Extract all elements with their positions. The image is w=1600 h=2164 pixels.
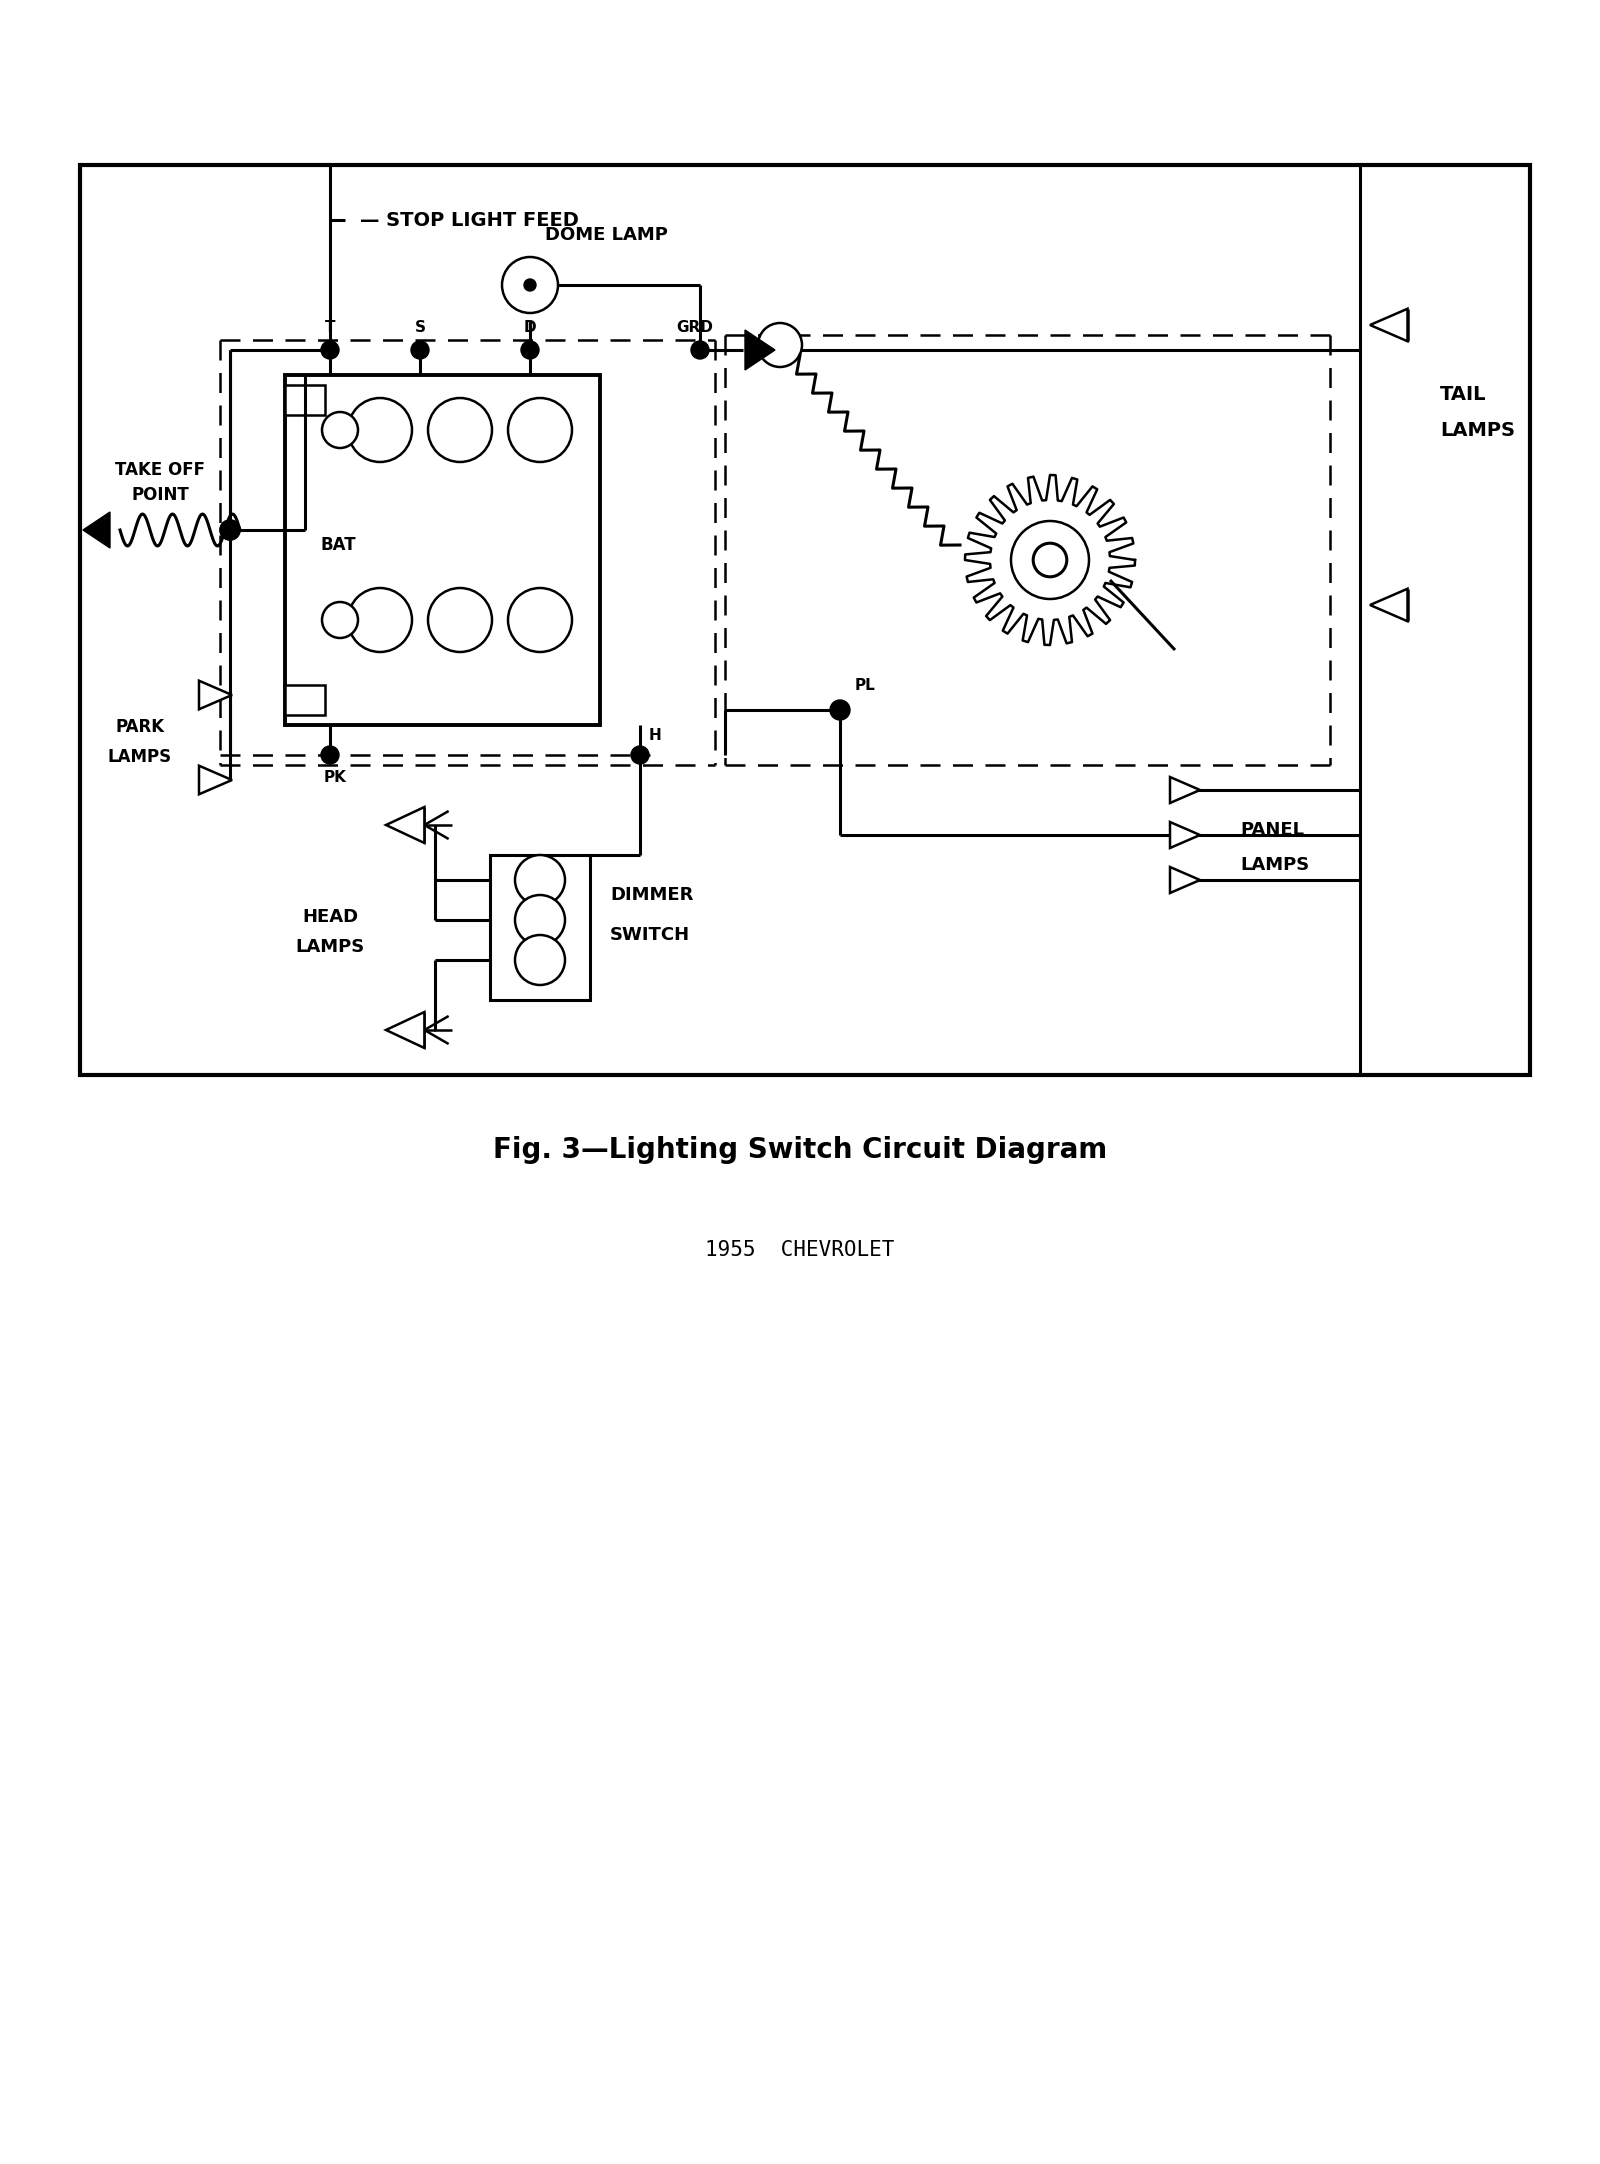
Polygon shape — [198, 766, 232, 794]
Text: H: H — [648, 727, 661, 742]
Text: — STOP LIGHT FEED: — STOP LIGHT FEED — [360, 210, 579, 229]
Circle shape — [758, 322, 802, 368]
Bar — [285, 385, 325, 415]
Polygon shape — [1170, 777, 1200, 803]
Text: Fig. 3—Lighting Switch Circuit Diagram: Fig. 3—Lighting Switch Circuit Diagram — [493, 1136, 1107, 1164]
Circle shape — [515, 935, 565, 985]
Text: LAMPS: LAMPS — [1440, 420, 1515, 439]
Circle shape — [630, 747, 650, 764]
Circle shape — [525, 279, 536, 290]
Text: TAIL: TAIL — [1440, 385, 1486, 405]
Text: PL: PL — [854, 677, 875, 692]
Text: LAMPS: LAMPS — [1240, 857, 1309, 874]
Text: PANEL: PANEL — [1240, 820, 1304, 840]
Polygon shape — [386, 807, 424, 844]
Polygon shape — [1370, 309, 1408, 342]
Circle shape — [515, 855, 565, 905]
Polygon shape — [198, 682, 232, 710]
Circle shape — [1011, 522, 1090, 599]
Text: PK: PK — [323, 770, 347, 786]
Text: HEAD: HEAD — [302, 909, 358, 926]
Circle shape — [509, 398, 573, 461]
Circle shape — [429, 589, 493, 651]
Bar — [285, 686, 325, 714]
Bar — [490, 855, 590, 1000]
Text: D: D — [523, 320, 536, 335]
Polygon shape — [386, 1013, 424, 1047]
Circle shape — [322, 747, 339, 764]
Polygon shape — [83, 513, 110, 547]
Text: POINT: POINT — [131, 487, 189, 504]
Text: SWITCH: SWITCH — [610, 926, 690, 944]
Circle shape — [349, 589, 413, 651]
Circle shape — [221, 519, 240, 541]
Circle shape — [515, 896, 565, 946]
Text: LAMPS: LAMPS — [107, 749, 173, 766]
Circle shape — [322, 342, 339, 359]
Circle shape — [1034, 543, 1067, 578]
Polygon shape — [1170, 822, 1200, 848]
Text: GRD: GRD — [677, 320, 714, 335]
Circle shape — [411, 342, 429, 359]
Circle shape — [691, 342, 709, 359]
Circle shape — [349, 398, 413, 461]
Circle shape — [509, 589, 573, 651]
Text: TAKE OFF: TAKE OFF — [115, 461, 205, 478]
Polygon shape — [746, 329, 774, 370]
Circle shape — [522, 342, 539, 359]
Text: BAT: BAT — [320, 537, 355, 554]
Circle shape — [502, 258, 558, 314]
Circle shape — [830, 699, 850, 721]
Text: T: T — [325, 320, 336, 335]
Circle shape — [221, 519, 240, 541]
Bar — [80, 164, 1530, 1076]
Text: S: S — [414, 320, 426, 335]
Text: 1955  CHEVROLET: 1955 CHEVROLET — [706, 1240, 894, 1259]
Circle shape — [322, 602, 358, 638]
Text: PARK: PARK — [115, 718, 165, 736]
Text: DIMMER: DIMMER — [610, 885, 693, 905]
Polygon shape — [1370, 589, 1408, 621]
Circle shape — [322, 411, 358, 448]
Polygon shape — [1170, 868, 1200, 894]
Circle shape — [429, 398, 493, 461]
Bar — [285, 374, 600, 725]
Text: DOME LAMP: DOME LAMP — [546, 225, 667, 245]
Text: LAMPS: LAMPS — [296, 937, 365, 956]
